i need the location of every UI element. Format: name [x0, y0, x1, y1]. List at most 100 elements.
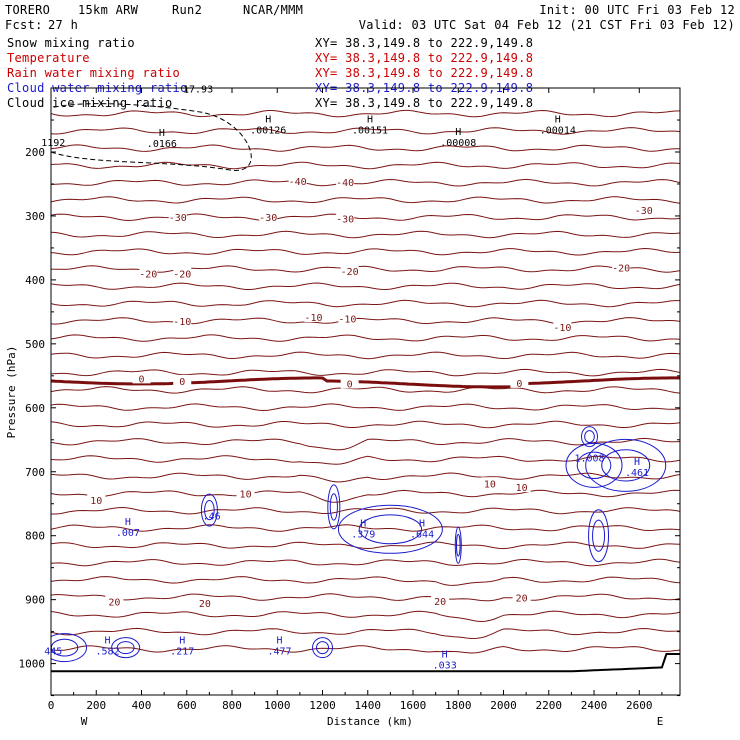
- temp-label-bg: [173, 314, 192, 326]
- x-tick-label: 2200: [536, 699, 563, 712]
- temp-contour-label: -20: [612, 264, 630, 275]
- x-axis-title: Distance (km): [327, 715, 413, 728]
- maximum-marker: H: [125, 517, 131, 528]
- isotherm-line: [51, 610, 680, 623]
- model-name: TORERO: [5, 3, 50, 17]
- isotherm-line: [51, 334, 680, 342]
- maximum-value: .0166: [147, 139, 177, 150]
- temp-label-bg: [195, 596, 214, 608]
- plot-frame: [50, 87, 681, 696]
- surface-line: [51, 653, 680, 673]
- cloud-water-contour-inner: [204, 500, 215, 521]
- temp-contour-label: -10: [173, 317, 191, 328]
- maximum-marker: H: [555, 114, 561, 125]
- maximum-value: .461: [625, 468, 649, 479]
- isotherm-line: [51, 230, 680, 239]
- isotherm-line: [51, 437, 680, 451]
- temp-contour-label: -30: [635, 206, 653, 217]
- x-tick-label: 200: [86, 699, 106, 712]
- x-tick-label: 1800: [445, 699, 472, 712]
- cloud-water-contour-inner: [576, 451, 612, 480]
- cloud-water-contour-inner: [116, 641, 135, 655]
- cloud-water-contour: [565, 442, 623, 488]
- maximum-value: .00126: [250, 125, 286, 136]
- isotherm-line: [51, 524, 680, 532]
- legend-cloud-ice: Cloud ice mixing ratio: [7, 96, 173, 110]
- isotherm-line: [51, 299, 680, 308]
- cloud-water-contour-inner: [601, 449, 651, 482]
- maximum-marker: H: [455, 127, 461, 138]
- axes: 0 200 400 600 800 1000 1200 1400 1600 1800 2000 220…: [19, 88, 680, 712]
- cloud-water-contour: [200, 493, 218, 527]
- y-axis-title: Pressure (hPa): [5, 346, 18, 439]
- y-tick-label: 800: [25, 530, 45, 543]
- y-tick-label: 400: [25, 274, 45, 287]
- temp-contour-label: 20: [434, 597, 446, 608]
- legend: Snow mixing ratio XY= 38.3,149.8 to 222.…: [7, 36, 533, 110]
- isotherm-line: [51, 178, 680, 187]
- isotherm-line: [51, 489, 680, 503]
- y-tick-label: 900: [25, 594, 45, 607]
- temp-label-bg: [87, 493, 106, 505]
- y-tick-label: 1000: [19, 658, 46, 671]
- cloud-water-contour-inner: [584, 430, 595, 444]
- temp-label-bg: [236, 487, 255, 499]
- temp-contour-label: 0: [516, 379, 522, 390]
- isotherm-line: [51, 576, 680, 586]
- temp-contour-label: 10: [484, 479, 496, 490]
- cloud-water-contour: [585, 438, 667, 492]
- x-tick-label: 2000: [490, 699, 517, 712]
- maximum-value: .007: [116, 528, 140, 539]
- maximum-value: .46: [203, 512, 221, 523]
- temp-contour-label: -10: [338, 314, 356, 325]
- maximum-marker: H: [360, 519, 366, 530]
- isotherm-line: [51, 420, 680, 429]
- maximum-marker: H: [367, 114, 373, 125]
- maximum-marker: H: [419, 519, 425, 530]
- maximum-value: .477: [267, 647, 291, 658]
- cloud-water-contour-inner: [316, 641, 330, 655]
- isotherm-line: [51, 541, 680, 550]
- cloud-water-contour-inner: [592, 519, 606, 552]
- temp-label-bg: [132, 372, 151, 384]
- maximum-value: .217: [170, 647, 194, 658]
- temp-contour-label: -40: [289, 177, 307, 188]
- isotherm-line: [51, 351, 680, 360]
- isotherm-line: [51, 593, 680, 602]
- temp-contour-label: 10: [240, 489, 252, 500]
- x-tick-label: 2400: [581, 699, 608, 712]
- temp-label-bg: [512, 481, 531, 493]
- fcst-label: Fcst:: [5, 18, 43, 32]
- temp-label-bg: [304, 310, 323, 322]
- isotherm-line: [51, 386, 680, 394]
- temp-contour-label: -40: [336, 178, 354, 189]
- legend-snow: Snow mixing ratio: [7, 36, 135, 50]
- maximum-marker: H: [442, 650, 448, 661]
- legend-rain: Rain water mixing ratio: [7, 66, 180, 80]
- isotherm-line: [51, 403, 680, 412]
- cloud-water-contour: [337, 504, 443, 554]
- isotherm-line: [51, 161, 680, 170]
- cloud-water-contour: [580, 426, 598, 448]
- isotherm-line: [51, 109, 680, 118]
- maximum-marker: H: [634, 457, 640, 468]
- temp-label-bg: [336, 176, 355, 188]
- org-label: NCAR/MMM: [243, 3, 303, 17]
- x-tick-label: 1000: [264, 699, 291, 712]
- cloud-water-contour-inner: [455, 533, 461, 557]
- temp-contour-label: -10: [553, 323, 571, 334]
- x-tick-label: 1200: [309, 699, 336, 712]
- valid-time: Valid: 03 UTC Sat 04 Feb 12 (21 CST Fri …: [359, 18, 735, 32]
- temp-contour-label: 20: [199, 599, 211, 610]
- x-tick-label: 600: [177, 699, 197, 712]
- isotherm-line: [51, 455, 680, 465]
- temp-contour-label: -30: [169, 213, 187, 224]
- y-tick-label: 200: [25, 146, 45, 159]
- temp-contour-label: 0: [179, 377, 185, 388]
- y-tick-label: 600: [25, 402, 45, 415]
- label-layer: -40 -40 -30 -30 -30 -30 -20 -20 -20 -20 -10 -10 -10 -…: [41, 84, 653, 671]
- temp-label-bg: [512, 591, 531, 603]
- x-tick-label: 400: [132, 699, 152, 712]
- y-tick-label: 300: [25, 210, 45, 223]
- cloud-water-contour: [327, 484, 341, 530]
